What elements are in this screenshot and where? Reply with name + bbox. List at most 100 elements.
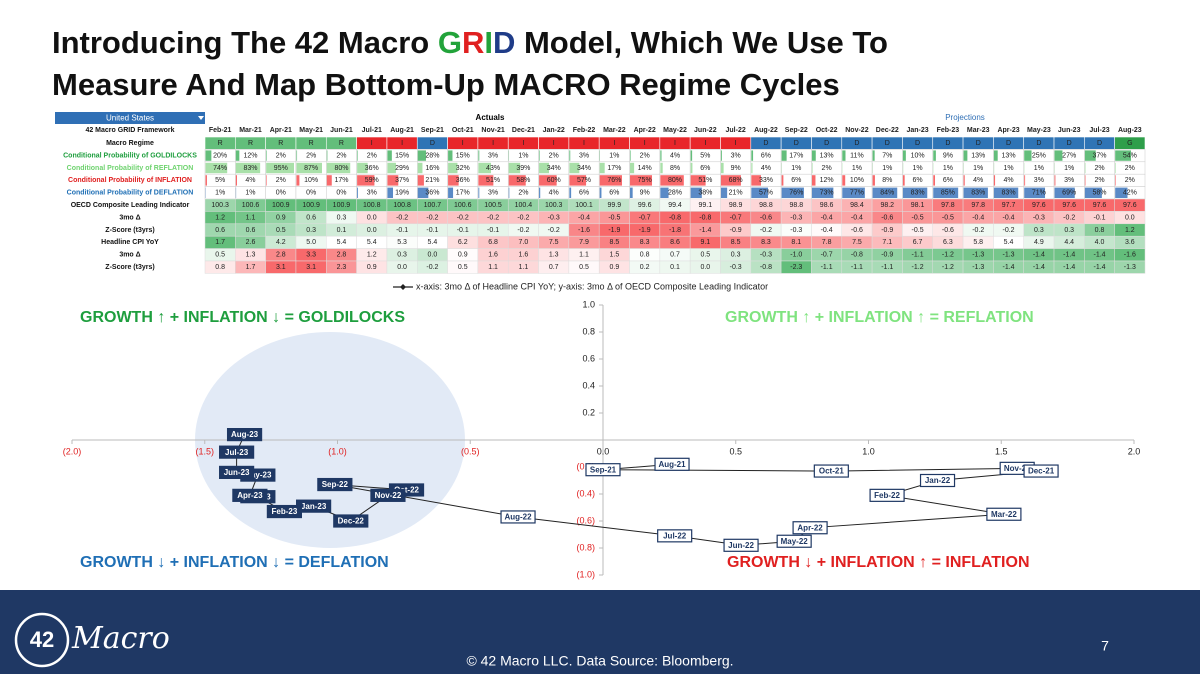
cell: 0.9	[458, 252, 468, 259]
data-bar	[872, 150, 875, 161]
data-bar	[690, 162, 693, 174]
cell: 39%	[516, 165, 530, 172]
cell: 8%	[882, 177, 892, 184]
point-label-box	[792, 521, 828, 535]
data-bar	[205, 150, 212, 161]
y-tick-label: 0.2	[582, 407, 595, 417]
cell: -0.5	[608, 214, 620, 221]
cell: D	[1036, 140, 1041, 147]
data-bar	[660, 150, 662, 161]
cell: -0.2	[517, 227, 529, 234]
quadrant-label: GROWTH ↓ + INFLATION ↓ = DEFLATION	[80, 554, 389, 571]
month-header: Jan-23	[906, 127, 928, 134]
cell: 99.6	[638, 202, 652, 209]
cell: 97.6	[1032, 202, 1046, 209]
quadrant-label: GROWTH ↓ + INFLATION ↑ = INFLATION	[727, 554, 1030, 571]
point-label: Jan-22	[925, 476, 951, 485]
cell: -1.2	[942, 264, 954, 271]
row-label: Conditional Probability of GOLDILOCKS	[63, 152, 197, 159]
point-label: Aug-22	[504, 513, 532, 522]
cell: 1%	[1003, 165, 1013, 172]
cell: -1.2	[912, 264, 924, 271]
data-bar	[387, 162, 396, 174]
data-bar	[720, 175, 741, 186]
cell: 83%	[1002, 190, 1016, 197]
data-bar	[235, 175, 237, 186]
data-bar	[630, 162, 635, 174]
x-tick-label: 1.0	[862, 446, 875, 456]
point-label: Feb-23	[272, 507, 298, 516]
cell: 1%	[1064, 165, 1074, 172]
cell: 6%	[700, 165, 710, 172]
month-header: Jul-22	[726, 127, 746, 134]
table-corner: 42 Macro GRID Framework	[85, 127, 174, 134]
data-bar	[1024, 150, 1032, 161]
data-bar	[448, 150, 453, 161]
data-bar	[508, 175, 526, 186]
cell: 42%	[1123, 190, 1137, 197]
cell: D	[794, 140, 799, 147]
cell: I	[553, 140, 555, 147]
cell: 4%	[761, 165, 771, 172]
cell: -0.3	[730, 264, 742, 271]
country[interactable]: United States	[106, 114, 154, 123]
month-header: Aug-22	[754, 127, 778, 134]
data-bar	[296, 162, 322, 174]
cell: 1.3	[549, 252, 559, 259]
cell: 28%	[668, 190, 682, 197]
data-bar	[417, 187, 429, 198]
quadrant-label: GROWTH ↑ + INFLATION ↓ = GOLDILOCKS	[80, 309, 405, 326]
cell: 13%	[971, 152, 985, 159]
cell: 83%	[911, 190, 925, 197]
month-header: Jan-22	[543, 127, 565, 134]
cell: 8.3	[761, 239, 771, 246]
cell: 57%	[759, 190, 773, 197]
cell: 21%	[729, 190, 743, 197]
data-bar	[357, 150, 358, 161]
cell: 1.3	[246, 252, 256, 259]
cell: 2.8	[276, 252, 286, 259]
cell: 57%	[577, 177, 591, 184]
heat-cell	[1114, 260, 1146, 274]
cell: 0.7	[670, 252, 680, 259]
cell: 1.2	[215, 214, 225, 221]
point-label: Aug-23	[231, 430, 259, 439]
month-header: Aug-21	[390, 127, 414, 134]
cell: 2%	[518, 190, 528, 197]
cell: 0.8	[215, 264, 225, 271]
cell: 2%	[1094, 165, 1104, 172]
point-label: Dec-21	[1028, 467, 1055, 476]
cell: 4%	[670, 152, 680, 159]
data-bar	[1024, 175, 1026, 186]
data-bar	[1054, 150, 1063, 161]
cell: 0.8	[1095, 227, 1105, 234]
data-bar	[539, 150, 540, 161]
cell: I	[674, 140, 676, 147]
point-label: Oct-21	[819, 467, 844, 476]
country-dropdown[interactable]	[55, 112, 205, 124]
cell: 76%	[607, 177, 621, 184]
cell: 6.3	[943, 239, 953, 246]
y-tick-label: 0.6	[582, 353, 595, 363]
cell: 73%	[820, 190, 834, 197]
data-bar	[993, 150, 998, 161]
cell: -0.9	[730, 227, 742, 234]
cell: 6.8	[488, 239, 498, 246]
point-label: Oct-22	[394, 486, 419, 495]
cell: R	[278, 140, 283, 147]
cell: 0.5	[215, 252, 225, 259]
cell: 0.3	[397, 252, 407, 259]
cell: 32%	[456, 165, 470, 172]
x-tick-label: (1.5)	[195, 446, 214, 456]
cell: 0.0	[367, 227, 377, 234]
point-label-box	[333, 514, 369, 528]
month-header: Sep-21	[421, 127, 444, 134]
point-label-box	[723, 538, 759, 552]
data-bar	[690, 175, 706, 186]
point-label-box	[776, 534, 812, 548]
data-bar	[266, 150, 267, 161]
cell: 5.3	[397, 239, 407, 246]
cell: 1%	[791, 165, 801, 172]
cell: 0.3	[1034, 227, 1044, 234]
cell: -0.2	[972, 227, 984, 234]
